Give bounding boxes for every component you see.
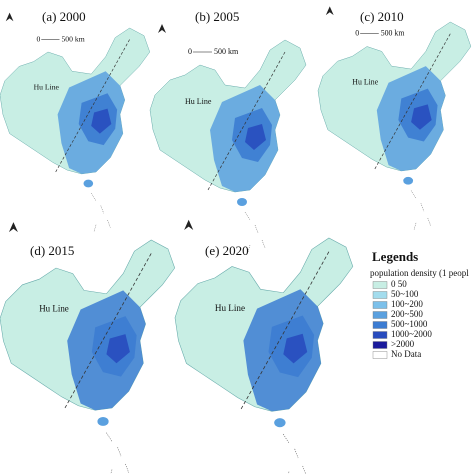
panel-label: (a) 2000 bbox=[42, 9, 86, 24]
legend-label: 1000~2000 bbox=[391, 329, 432, 339]
hu-line bbox=[240, 251, 330, 410]
hu-line-label: Hu Line bbox=[185, 97, 212, 106]
hu-line-label: Hu Line bbox=[39, 304, 69, 314]
hainan bbox=[274, 418, 286, 428]
north-arrow bbox=[325, 6, 334, 16]
legend-swatch bbox=[372, 291, 388, 299]
hainan bbox=[97, 416, 109, 426]
map-panel: Hu Line bbox=[174, 219, 354, 474]
sea-boundary bbox=[261, 239, 266, 249]
sea-boundary bbox=[294, 448, 299, 459]
legend-swatch bbox=[372, 311, 388, 319]
panel-label: (c) 2010 bbox=[360, 9, 404, 24]
hu-line bbox=[64, 253, 152, 409]
north-arrow bbox=[8, 222, 18, 233]
legend-label: 50~100 bbox=[391, 289, 419, 299]
legend-swatch bbox=[372, 351, 388, 359]
legend-subtitle: population density (1 peopl bbox=[370, 268, 469, 278]
map-panel: Hu Line 0 500 km bbox=[0, 12, 151, 232]
north-arrow bbox=[5, 12, 14, 22]
legend-label: 500~1000 bbox=[391, 319, 428, 329]
sea-boundary bbox=[427, 217, 431, 226]
panel-label: (e) 2020 bbox=[205, 243, 249, 258]
hu-line bbox=[374, 33, 451, 170]
sea-boundary bbox=[90, 192, 97, 201]
scale-end: 500 km bbox=[381, 29, 405, 38]
sea-boundary bbox=[107, 219, 111, 228]
hu-line bbox=[55, 39, 130, 173]
hu-line bbox=[207, 51, 286, 191]
legend-swatch bbox=[372, 341, 388, 349]
panel-label: (d) 2015 bbox=[30, 243, 74, 258]
scale-bar: 0 500 km bbox=[36, 34, 84, 43]
hainan bbox=[403, 176, 414, 185]
sea-boundary bbox=[420, 203, 425, 212]
sea-boundary bbox=[100, 205, 104, 214]
scale-start: 0 bbox=[36, 34, 40, 43]
map-panel: Hu Line 0 500 km bbox=[317, 6, 472, 230]
hu-line-label: Hu Line bbox=[215, 303, 245, 313]
north-arrow bbox=[184, 219, 194, 231]
sea-boundary bbox=[125, 463, 130, 474]
scale-end: 500 km bbox=[214, 47, 239, 56]
sea-boundary bbox=[254, 224, 259, 234]
legend-swatch bbox=[372, 301, 388, 309]
sea-boundary bbox=[93, 224, 97, 232]
legend-title: Legends bbox=[372, 249, 418, 264]
hu-line-label: Hu Line bbox=[34, 82, 60, 91]
hainan bbox=[83, 179, 94, 188]
scale-end: 500 km bbox=[61, 34, 84, 43]
legend-swatch bbox=[372, 331, 388, 339]
region-hot bbox=[245, 124, 266, 150]
region-hot bbox=[283, 333, 308, 364]
north-arrow bbox=[158, 24, 166, 33]
legend-label: No Data bbox=[391, 349, 421, 359]
hu-line-label: Hu Line bbox=[352, 78, 378, 87]
scale-start: 0 bbox=[355, 29, 359, 38]
legend-swatch bbox=[372, 321, 388, 329]
region-hot bbox=[106, 334, 130, 364]
sea-boundary bbox=[117, 447, 122, 457]
legend-label: 100~200 bbox=[391, 299, 423, 309]
legend-label: >2000 bbox=[391, 339, 415, 349]
maps: Hu Line 0 500 km Hu Line 0 500 km Hu Line 0 500 … bbox=[0, 6, 472, 474]
legend-swatch bbox=[372, 281, 388, 289]
sea-boundary bbox=[302, 465, 306, 474]
region-hot bbox=[411, 104, 432, 130]
scale-bar: 0 500 km bbox=[188, 47, 239, 56]
panel-label: (b) 2005 bbox=[195, 9, 239, 24]
hainan bbox=[237, 198, 247, 206]
sea-boundary bbox=[106, 432, 113, 442]
map-panel: Hu Line bbox=[0, 222, 176, 474]
sea-boundary bbox=[244, 211, 251, 221]
sea-boundary bbox=[413, 222, 417, 230]
scale-bar: 0 500 km bbox=[355, 29, 404, 38]
sea-boundary bbox=[410, 190, 417, 199]
legend: Legends population density (1 peopl 0 50… bbox=[370, 249, 469, 359]
sea-boundary bbox=[283, 433, 290, 444]
legend-label: 200~500 bbox=[391, 309, 423, 319]
sea-boundary bbox=[247, 244, 251, 253]
region-hot bbox=[91, 108, 112, 134]
scale-start: 0 bbox=[188, 47, 192, 56]
legend-label: 0 50 bbox=[391, 279, 407, 289]
map-panel: Hu Line 0 500 km bbox=[149, 24, 307, 253]
